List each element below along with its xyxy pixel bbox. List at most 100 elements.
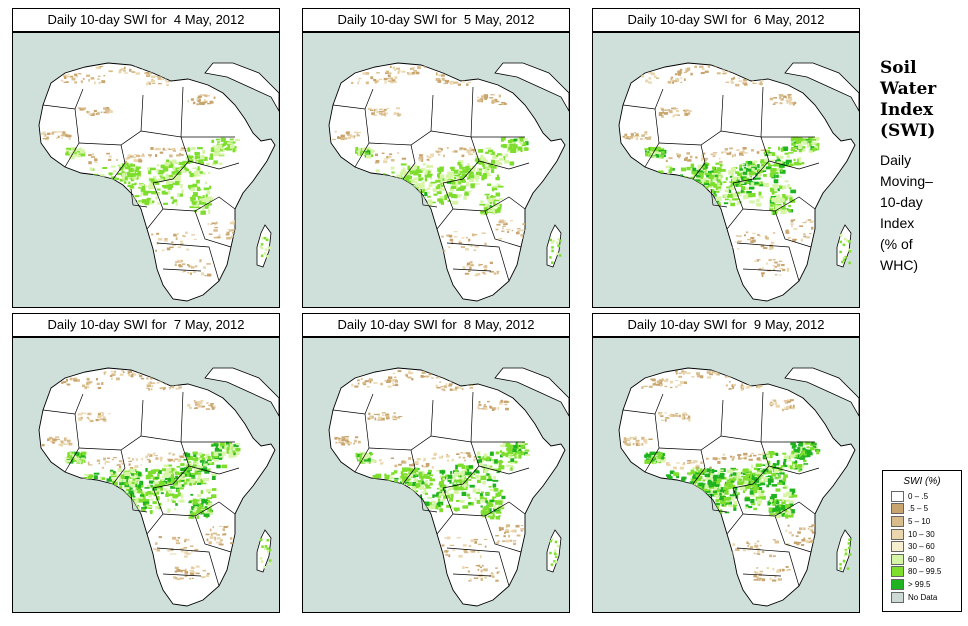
wet-pixel	[790, 189, 797, 194]
wet-pixel	[220, 442, 225, 447]
wet-pixel	[198, 503, 203, 508]
wet-pixel	[702, 162, 708, 166]
wet-pixel	[471, 473, 476, 476]
wet-pixel	[756, 473, 761, 478]
wet-pixel	[404, 171, 411, 176]
wet-pixel	[711, 483, 716, 487]
wet-pixel	[749, 471, 753, 475]
wet-pixel	[784, 180, 789, 183]
wet-pixel	[753, 177, 757, 181]
dry-pixel	[501, 540, 506, 542]
dry-pixel	[787, 236, 791, 240]
wet-pixel	[736, 201, 740, 206]
wet-pixel	[177, 193, 180, 198]
wet-pixel	[81, 460, 85, 463]
dry-pixel	[127, 156, 131, 159]
wet-pixel	[418, 177, 424, 181]
dry-pixel	[337, 136, 342, 139]
wet-pixel	[192, 183, 198, 188]
wet-pixel	[201, 499, 208, 502]
dry-pixel	[658, 412, 663, 414]
wet-pixel	[456, 188, 462, 191]
wet-pixel	[407, 165, 411, 171]
dry-pixel	[437, 376, 440, 379]
dry-pixel	[63, 442, 65, 445]
dry-pixel	[218, 543, 220, 546]
wet-pixel	[370, 459, 376, 462]
wet-pixel	[393, 470, 398, 474]
dry-pixel	[682, 413, 686, 417]
wet-pixel	[189, 500, 194, 502]
wet-pixel	[457, 463, 464, 467]
dry-pixel	[444, 537, 449, 539]
dry-pixel	[657, 380, 662, 384]
wet-pixel	[769, 204, 774, 207]
dry-pixel	[385, 415, 390, 418]
dry-pixel	[776, 569, 780, 572]
wet-pixel	[436, 493, 440, 496]
wet-pixel	[177, 193, 183, 197]
wet-pixel	[157, 170, 164, 175]
dry-pixel	[128, 374, 132, 377]
dry-pixel	[744, 83, 748, 86]
wet-pixel	[738, 171, 742, 173]
wet-pixel	[768, 481, 772, 486]
wet-pixel	[439, 169, 444, 172]
wet-pixel	[751, 464, 754, 469]
dry-pixel	[380, 114, 383, 116]
dry-pixel	[377, 418, 381, 421]
wet-pixel	[730, 167, 737, 172]
dry-pixel	[483, 403, 486, 407]
dry-pixel	[785, 231, 789, 234]
dry-pixel	[483, 538, 488, 540]
dry-pixel	[382, 110, 386, 113]
dry-pixel	[725, 384, 728, 387]
dry-pixel	[701, 68, 705, 70]
dry-pixel	[511, 529, 516, 533]
wet-pixel	[234, 443, 241, 445]
dry-pixel	[447, 459, 450, 462]
dry-pixel	[394, 464, 398, 468]
wet-pixel	[407, 467, 411, 472]
wet-pixel	[483, 207, 488, 211]
wet-pixel	[500, 444, 505, 448]
dry-pixel	[383, 160, 388, 164]
dry-pixel	[444, 81, 447, 84]
dry-pixel	[754, 544, 759, 548]
wet-pixel	[715, 196, 722, 201]
wet-pixel	[141, 202, 147, 205]
dry-pixel	[731, 77, 735, 80]
wet-pixel	[713, 183, 720, 188]
wet-pixel	[412, 486, 416, 490]
wet-pixel	[136, 166, 141, 169]
dry-pixel	[218, 234, 221, 237]
dry-pixel	[201, 102, 205, 105]
wet-pixel	[152, 501, 157, 505]
arabian-peninsula	[494, 62, 569, 112]
dry-pixel	[365, 72, 370, 75]
dry-pixel	[387, 80, 392, 82]
dry-pixel	[376, 111, 380, 114]
wet-pixel	[669, 167, 673, 171]
dry-pixel	[193, 400, 196, 402]
dry-pixel	[379, 112, 383, 115]
country-border	[162, 268, 202, 272]
dry-pixel	[648, 81, 652, 84]
wet-pixel	[680, 167, 687, 172]
dry-pixel	[452, 549, 456, 551]
wet-pixel	[488, 163, 493, 168]
wet-pixel	[126, 478, 130, 481]
dry-pixel	[164, 149, 167, 151]
madagascar-pixel	[263, 566, 266, 569]
wet-pixel	[116, 177, 119, 181]
dry-pixel	[645, 79, 649, 83]
dry-pixel	[484, 242, 487, 246]
madagascar-pixel	[556, 241, 559, 244]
dry-pixel	[119, 373, 124, 376]
dry-pixel	[374, 153, 378, 157]
wet-pixel	[463, 480, 468, 484]
wet-pixel	[416, 166, 420, 169]
wet-pixel	[196, 186, 201, 191]
dry-pixel	[159, 387, 164, 390]
dry-pixel	[181, 259, 183, 262]
